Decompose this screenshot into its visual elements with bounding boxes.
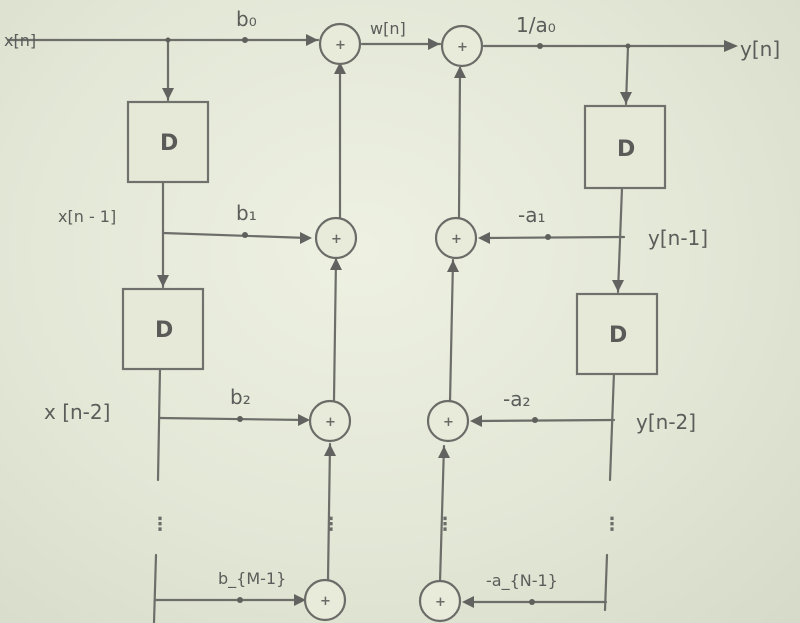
coef-a2-label: -a₂ <box>503 387 531 411</box>
arrow-right-delay-2-in <box>612 280 624 292</box>
arrow-into-adder-top-right <box>428 38 440 50</box>
coef-b1-label: b₁ <box>236 201 257 225</box>
arrow-left-chain-3 <box>324 444 336 456</box>
arrow-b2 <box>298 414 310 426</box>
coef-aN-label: -a_{N-1} <box>486 571 558 591</box>
arrow-left-chain-2 <box>330 258 342 270</box>
ellipsis-left-column: ⋮ <box>151 514 169 535</box>
right-adder-chain-3 <box>438 444 446 584</box>
right-tap-line-3 <box>608 370 616 482</box>
b1-line <box>161 231 310 240</box>
junction-left-1 <box>165 37 171 43</box>
arrow-left-chain-1 <box>334 62 346 74</box>
right-adder-chain-2 <box>448 258 455 404</box>
tap-dot-a2 <box>532 417 538 423</box>
adder-left-M <box>303 578 347 622</box>
coef-b0-label: b₀ <box>236 7 257 31</box>
x-n1-label: x[n - 1] <box>58 207 116 226</box>
a1-line <box>482 235 626 240</box>
delay-box-x2 <box>121 287 205 371</box>
coef-a1-label: -a₁ <box>518 203 546 227</box>
coef-bM-label: b_{M-1} <box>218 569 286 589</box>
adder-plus: + <box>335 38 346 53</box>
arrow-aN <box>462 596 474 608</box>
delay-label-y1: D <box>617 137 635 162</box>
delay-label-x1: D <box>160 131 178 156</box>
adder-left-1 <box>314 216 358 260</box>
tap-dot-a1 <box>545 234 551 240</box>
arrow-right-chain-1 <box>454 66 466 78</box>
adder-left-0 <box>318 22 362 66</box>
y-n2-label: y[n-2] <box>636 410 696 434</box>
arrow-into-adder-top-left <box>306 34 318 46</box>
arrow-right-chain-3 <box>438 446 450 458</box>
tap-dot-b0 <box>242 37 248 43</box>
output-arrow <box>724 40 738 52</box>
tap-dot-b2 <box>237 416 243 422</box>
tap-dot-aN <box>529 599 535 605</box>
adder-plus: + <box>443 415 454 430</box>
ellipsis-right-column: ⋮ <box>603 514 621 535</box>
adder-right-0 <box>440 24 484 68</box>
arrow-left-delay-1-in <box>162 88 174 100</box>
adder-plus: + <box>457 40 468 55</box>
tap-dot-b1 <box>242 232 248 238</box>
a2-line <box>474 418 616 423</box>
right-adder-chain-1 <box>457 66 462 220</box>
b2-line <box>158 416 308 422</box>
left-tap-line-4 <box>152 553 158 623</box>
output-signal-label: y[n] <box>740 37 780 61</box>
adder-plus: + <box>331 232 342 247</box>
adder-plus: + <box>451 232 462 247</box>
arrow-right-delay-1-in <box>620 92 632 104</box>
junction-right-1 <box>625 43 631 49</box>
delay-label-y2: D <box>609 323 627 348</box>
delay-box-y1 <box>583 104 667 190</box>
adder-right-N <box>418 579 462 623</box>
w-signal-label: w[n] <box>370 19 406 38</box>
arrow-b1 <box>300 232 312 244</box>
arrow-left-delay-2-in <box>157 275 169 287</box>
arrow-a1 <box>478 232 490 244</box>
adder-plus: + <box>320 594 331 609</box>
arrow-a2 <box>470 415 482 427</box>
x-n2-label: x [n-2] <box>44 400 110 424</box>
tap-dot-bM <box>237 597 243 603</box>
right-tap-line-4 <box>603 553 609 612</box>
arrow-right-chain-2 <box>447 260 459 272</box>
left-adder-chain-2 <box>332 256 338 402</box>
tap-dot-gain <box>537 43 543 49</box>
right-tap-line-2 <box>616 186 624 294</box>
adder-right-2 <box>426 399 470 443</box>
input-signal-label: x[n] <box>4 31 36 50</box>
adder-plus: + <box>435 595 446 610</box>
left-adder-chain-3 <box>326 442 332 582</box>
adder-right-1 <box>434 216 478 260</box>
ellipsis-right-adders: ⋮ <box>436 514 454 535</box>
coef-b2-label: b₂ <box>230 385 251 409</box>
ellipsis-left-adders: ⋮ <box>322 514 340 535</box>
delay-box-y2 <box>575 292 659 376</box>
coef-gain-label: 1/a₀ <box>516 13 556 37</box>
adder-plus: + <box>325 415 336 430</box>
y-n1-label: y[n-1] <box>648 226 708 250</box>
left-tap-line-3 <box>156 366 162 482</box>
arrow-bM <box>294 594 306 606</box>
delay-box-x1 <box>126 100 210 184</box>
adder-left-2 <box>308 399 352 443</box>
delay-label-x2: D <box>155 318 173 343</box>
